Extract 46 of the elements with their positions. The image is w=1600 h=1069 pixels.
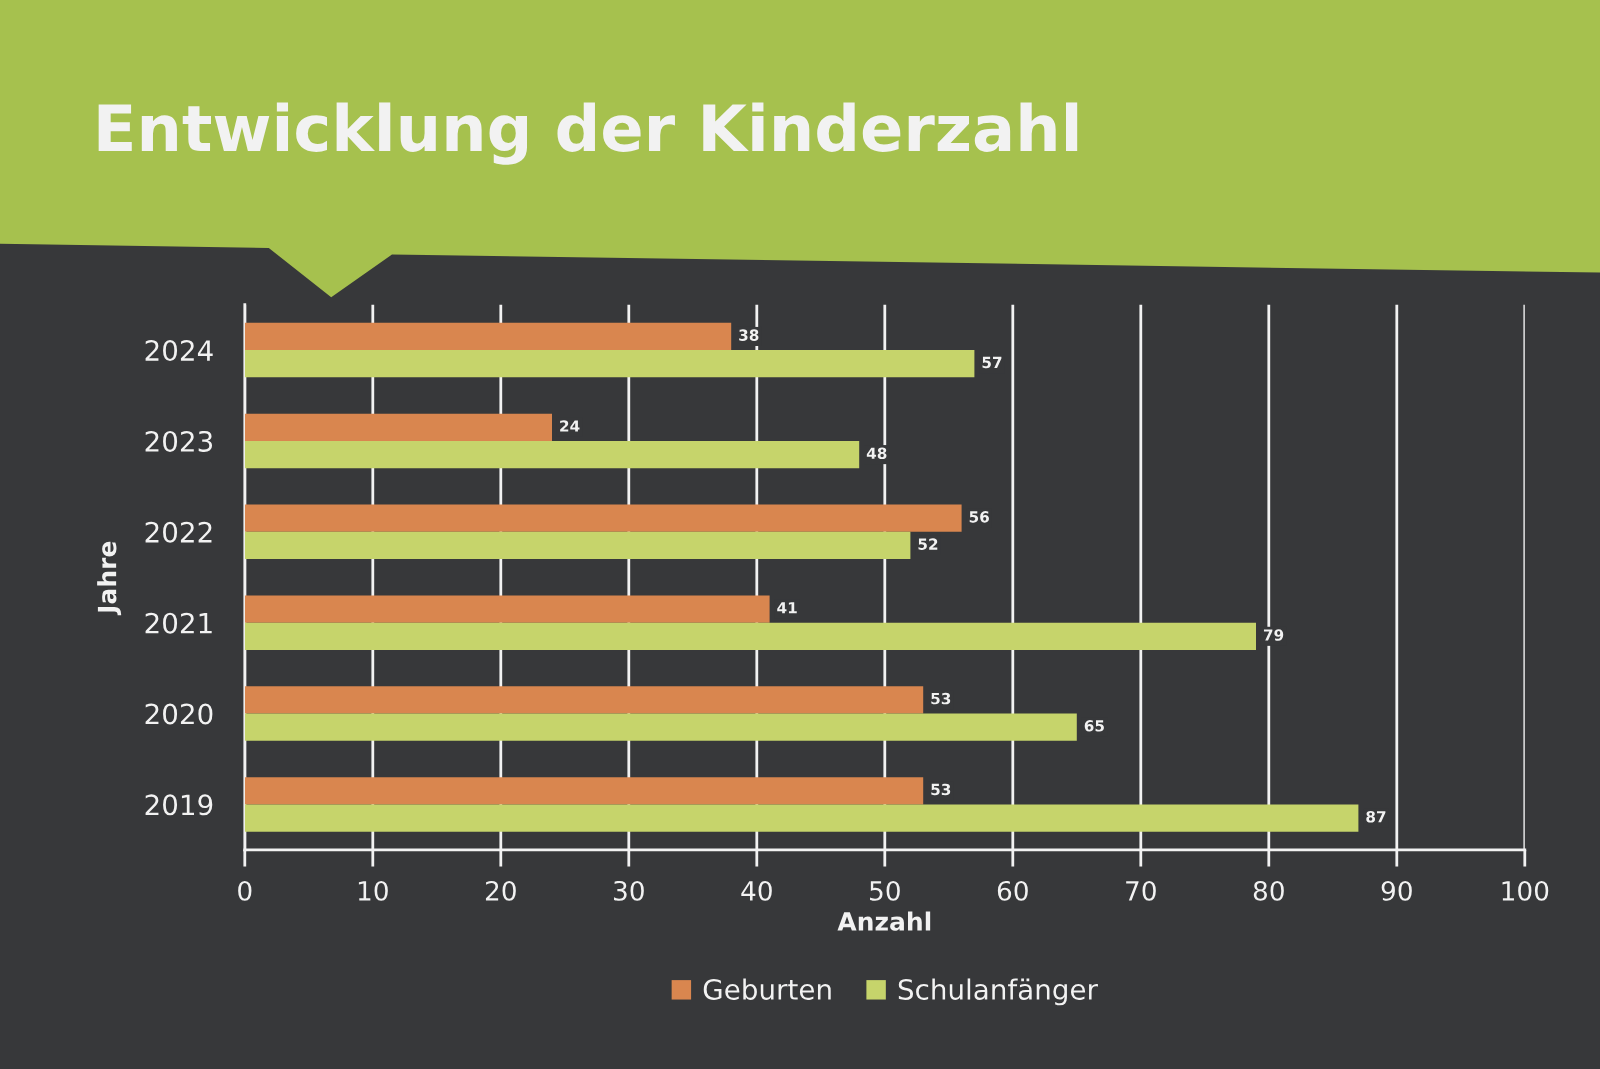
x-tick-label: 60 [997, 880, 1028, 901]
data-label: 56 [969, 511, 989, 523]
data-label: 79 [1263, 629, 1284, 641]
bar [244, 713, 1077, 741]
x-tick-label: 80 [1253, 880, 1284, 901]
data-label: 87 [1366, 810, 1386, 823]
data-label: 48 [866, 447, 887, 460]
bar [244, 531, 911, 560]
x-axis-title: Anzahl [837, 911, 931, 931]
x-tick-label: 70 [1126, 880, 1156, 901]
x-tick-label: 50 [870, 880, 900, 901]
x-tick-label: 90 [1381, 880, 1412, 901]
x-tick-label: 100 [1502, 880, 1549, 901]
data-label: 65 [1084, 720, 1104, 732]
bar [244, 804, 1359, 832]
bar [244, 777, 924, 805]
chart-title: Entwicklung der Kinderzahl [98, 102, 1078, 165]
x-tick-label: 0 [238, 880, 252, 901]
y-tick-label: 2019 [145, 794, 213, 816]
legend-label: Geburten [703, 978, 831, 1000]
data-label: 41 [777, 602, 797, 614]
data-label: 38 [739, 329, 759, 341]
x-tick-label: 20 [485, 880, 516, 901]
y-axis-title: Jahre [97, 541, 122, 616]
x-tick-label: 30 [614, 880, 644, 901]
bar [244, 440, 860, 469]
y-tick-label: 2023 [145, 430, 213, 452]
data-label: 24 [560, 420, 580, 432]
y-tick-label: 2022 [145, 521, 212, 543]
data-label: 53 [931, 692, 951, 705]
bar [244, 504, 962, 532]
bar [244, 622, 1256, 650]
bar [244, 350, 975, 378]
data-label: 52 [918, 538, 938, 550]
data-label: 53 [931, 783, 951, 796]
y-tick-label: 2021 [145, 612, 212, 634]
x-tick-label: 40 [741, 880, 772, 901]
y-tick-label: 2020 [145, 703, 213, 725]
bar [244, 686, 924, 714]
bar [244, 595, 770, 623]
y-tick-label: 2024 [145, 340, 213, 362]
bar [244, 413, 552, 441]
x-tick-label: 10 [358, 880, 388, 901]
bar [244, 322, 732, 351]
data-label: 57 [982, 356, 1002, 369]
legend-label: Schulanfänger [898, 978, 1098, 1006]
